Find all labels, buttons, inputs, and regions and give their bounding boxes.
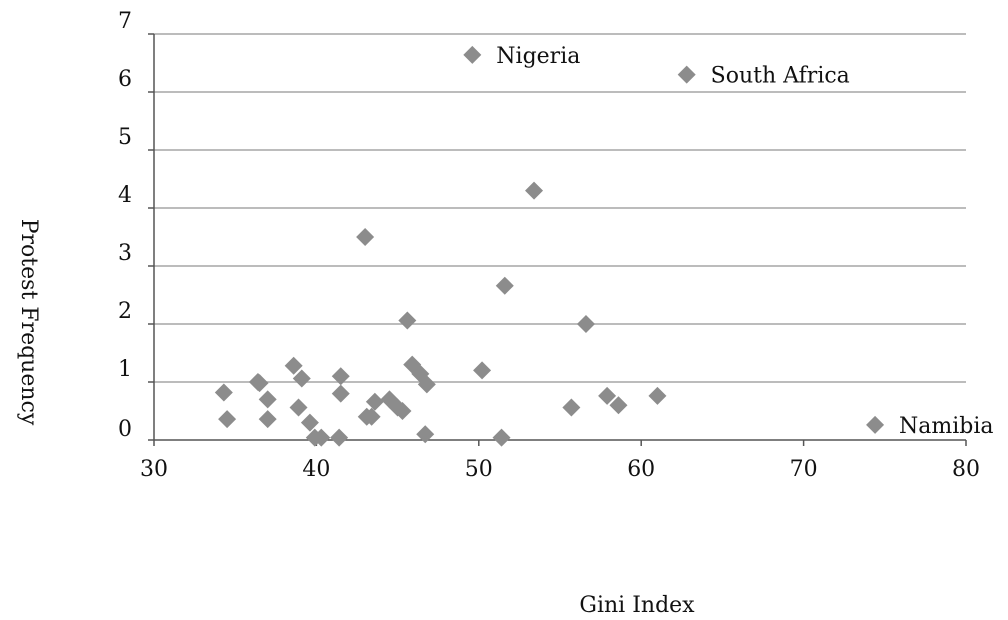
- data-point: [525, 181, 544, 200]
- data-point: [609, 396, 628, 415]
- data-point: [218, 410, 237, 429]
- data-point: [492, 428, 511, 447]
- data-point: [292, 369, 311, 388]
- point-annotation-nigeria: Nigeria: [496, 44, 580, 69]
- data-point: [416, 425, 435, 444]
- data-point: [495, 276, 514, 295]
- data-point: [677, 65, 696, 84]
- gridlines: [154, 33, 966, 383]
- data-point: [214, 383, 233, 402]
- data-point: [250, 374, 269, 393]
- data-point: [562, 398, 581, 417]
- x-tick-labels: 30 40 50 60 70 80: [140, 457, 980, 482]
- data-point: [463, 45, 482, 64]
- y-tick-labels: 0 1 2 3 4 5 6 7: [118, 9, 132, 442]
- data-point: [289, 398, 308, 417]
- data-point: [648, 386, 667, 405]
- data-point: [258, 390, 277, 409]
- data-point: [365, 392, 384, 411]
- x-tick-label-70: 70: [790, 457, 818, 482]
- data-point: [362, 407, 381, 426]
- data-point: [576, 315, 595, 333]
- y-tick-label-3: 3: [118, 241, 132, 266]
- data-point: [300, 413, 319, 432]
- point-annotations: Nigeria South Africa Namibia: [496, 44, 993, 439]
- y-tick-label-0: 0: [118, 417, 132, 442]
- data-point: [356, 228, 375, 246]
- y-tick-label-5: 5: [118, 125, 132, 150]
- y-tick-label-1: 1: [118, 357, 132, 382]
- y-tick-label-4: 4: [118, 183, 132, 208]
- x-tick-label-60: 60: [627, 457, 655, 482]
- data-point: [258, 410, 277, 429]
- y-axis-title: Protest Frequency: [16, 219, 41, 426]
- y-tick-label-6: 6: [118, 67, 132, 92]
- data-point: [331, 367, 350, 386]
- x-tick-label-30: 30: [140, 457, 168, 482]
- data-point: [598, 386, 617, 405]
- point-annotation-south-africa: South Africa: [711, 64, 850, 89]
- data-point: [331, 384, 350, 403]
- data-points: [214, 45, 885, 447]
- point-annotation-namibia: Namibia: [899, 414, 994, 439]
- data-point: [284, 356, 303, 375]
- x-axis-title: Gini Index: [579, 593, 695, 618]
- data-point: [417, 375, 436, 394]
- axes: [148, 33, 967, 446]
- data-point: [398, 311, 417, 330]
- data-point: [312, 428, 331, 447]
- data-point: [866, 415, 885, 434]
- y-tick-label-7: 7: [118, 9, 132, 34]
- data-point: [393, 402, 412, 420]
- data-point: [330, 428, 349, 447]
- y-tick-label-2: 2: [118, 299, 132, 324]
- x-tick-label-40: 40: [302, 457, 330, 482]
- x-tick-label-80: 80: [952, 457, 980, 482]
- x-tick-label-50: 50: [465, 457, 493, 482]
- data-point: [473, 361, 492, 380]
